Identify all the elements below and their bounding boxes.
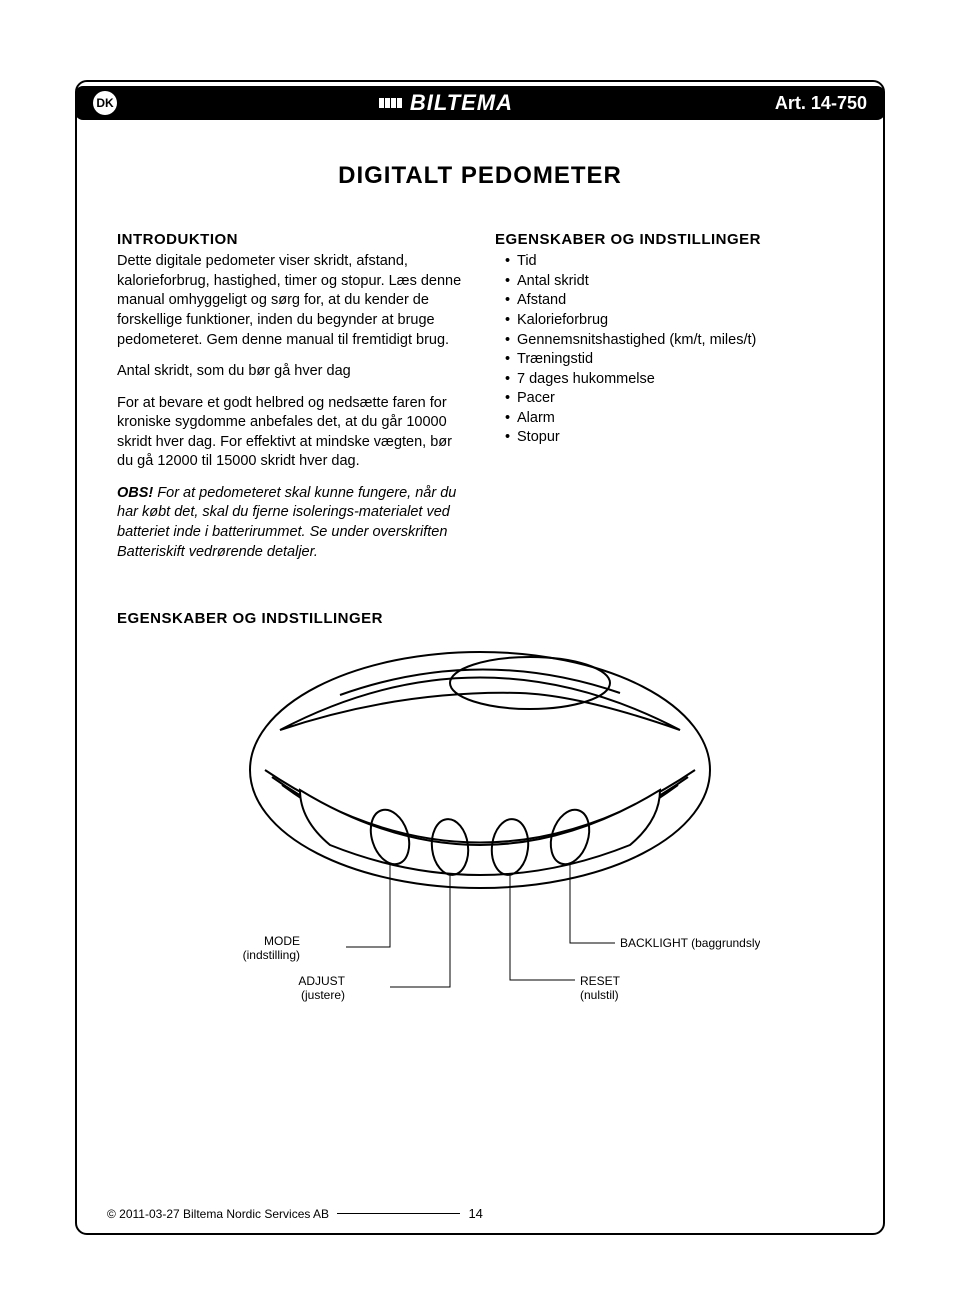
footer-rule <box>337 1213 460 1214</box>
diagram-section: EGENSKABER OG INDSTILLINGER <box>117 610 843 1005</box>
feature-item: Afstand <box>495 291 843 311</box>
callout-adjust-label: ADJUST <box>298 974 345 988</box>
left-column: INTRODUKTION Dette digitale pedometer vi… <box>117 230 465 574</box>
feature-item: Træningstid <box>495 350 843 370</box>
country-code-badge: DK <box>93 91 117 115</box>
page-number: 14 <box>468 1206 482 1221</box>
feature-list: Tid Antal skridt Afstand Kalorieforbrug … <box>495 252 843 448</box>
intro-p2: Antal skridt, som du bør gå hver dag <box>117 362 465 382</box>
callout-reset-sub: (nulstil) <box>580 988 619 1002</box>
diagram-heading: EGENSKABER OG INDSTILLINGER <box>117 610 843 627</box>
copyright-text: © 2011-03-27 Biltema Nordic Services AB <box>107 1207 329 1221</box>
brand-checker-icon <box>379 98 402 108</box>
feature-item: Stopur <box>495 428 843 448</box>
two-column-layout: INTRODUKTION Dette digitale pedometer vi… <box>117 230 843 574</box>
brand-logo: BILTEMA <box>379 90 513 116</box>
callout-mode-label: MODE <box>264 934 300 948</box>
feature-item: Pacer <box>495 389 843 409</box>
features-heading: EGENSKABER OG INDSTILLINGER <box>495 230 843 250</box>
header-bar: DK BILTEMA Art. 14-750 <box>75 86 885 120</box>
diagram-wrap: MODE (indstilling) ADJUST (justere) RESE… <box>117 635 843 1005</box>
obs-label: OBS! <box>117 485 153 501</box>
right-column: EGENSKABER OG INDSTILLINGER Tid Antal sk… <box>495 230 843 574</box>
intro-p3: For at bevare et godt helbred og nedsætt… <box>117 394 465 472</box>
page-frame: DK BILTEMA Art. 14-750 DIGITALT PEDOMETE… <box>75 80 885 1235</box>
obs-paragraph: OBS! For at pedometeret skal kunne funge… <box>117 484 465 562</box>
feature-item: Gennemsnitshastighed (km/t, miles/t) <box>495 331 843 351</box>
intro-p1: Dette digitale pedometer viser skridt, a… <box>117 252 465 350</box>
callout-reset-label: RESET <box>580 974 621 988</box>
callout-backlight-label: BACKLIGHT (baggrundslys) <box>620 936 760 950</box>
callout-mode-sub: (indstilling) <box>243 948 300 962</box>
page-title: DIGITALT PEDOMETER <box>117 162 843 190</box>
feature-item: 7 dages hukommelse <box>495 370 843 390</box>
feature-item: Alarm <box>495 409 843 429</box>
footer: © 2011-03-27 Biltema Nordic Services AB … <box>107 1206 853 1221</box>
intro-heading: INTRODUKTION <box>117 230 465 250</box>
feature-item: Antal skridt <box>495 272 843 292</box>
content-area: DIGITALT PEDOMETER INTRODUKTION Dette di… <box>117 162 843 1005</box>
feature-item: Tid <box>495 252 843 272</box>
feature-item: Kalorieforbrug <box>495 311 843 331</box>
brand-text: BILTEMA <box>410 90 513 116</box>
obs-text: For at pedometeret skal kunne fungere, n… <box>117 485 456 560</box>
callout-adjust-sub: (justere) <box>301 988 345 1002</box>
pedometer-diagram: MODE (indstilling) ADJUST (justere) RESE… <box>200 635 760 1005</box>
article-number: Art. 14-750 <box>775 93 867 114</box>
header-left: DK <box>93 91 117 115</box>
